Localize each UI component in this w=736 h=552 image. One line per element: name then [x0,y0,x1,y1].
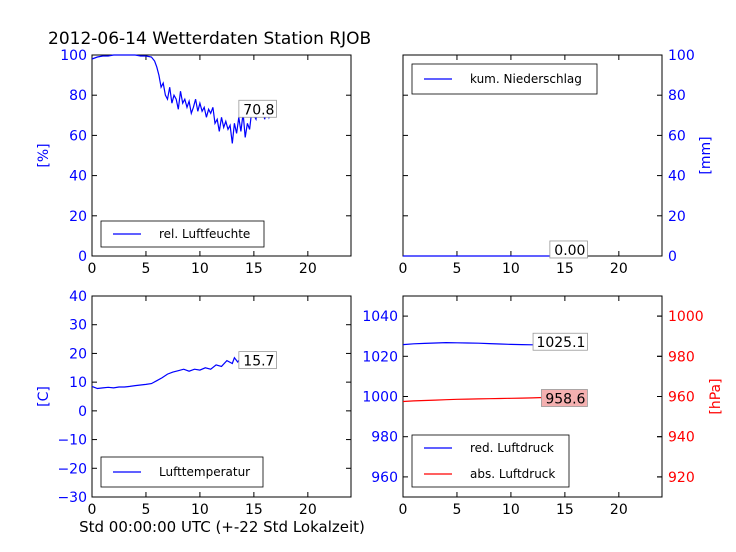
panel-temperature: 0 5 10 15 20 −30 −20 −10 0 10 20 30 40 [C] 15.7 Lufttem… [36,289,352,518]
x-tick-label: 20 [299,502,317,518]
x-tick-label: 10 [502,261,520,277]
y-right-tick-label: 980 [668,349,695,365]
y-tick-label: 980 [371,430,398,446]
plot-frame [91,54,352,257]
x-tick-label: 5 [141,502,150,518]
y-tick-label: 20 [69,209,87,225]
x-tick-label: 10 [191,502,209,518]
y-tick-label: 0 [78,404,87,420]
last-value-label: 1025.1 [536,335,585,351]
y-axis-label: [C] [36,386,52,407]
x-tick-label: 15 [556,261,574,277]
x-tick-label: 0 [88,261,97,277]
legend-label: rel. Luftfeuchte [159,227,250,241]
panel-humidity: 0 5 10 15 20 0 20 40 60 80 100 [%] 70.8 rel. Luftfeuc… [36,48,352,277]
y-right-tick-label: 1000 [668,309,704,325]
y-tick-label: 1020 [362,349,398,365]
x-tick-label: 15 [245,261,263,277]
y-tick-label: 100 [60,48,87,64]
y-right-axis-label: [hPa] [708,378,724,414]
y-tick-label: 100 [668,48,695,64]
y-tick-label: 30 [69,318,87,334]
figure-title: 2012-06-14 Wetterdaten Station RJOB [48,29,371,49]
x-tick-label: 10 [502,502,520,518]
series-line-rel-luftfeuchte [91,54,276,144]
plot-frame [91,295,352,498]
last-value-box [541,389,588,407]
legend-box [411,434,570,488]
y-tick-label: 1040 [362,309,398,325]
x-tick-label: 20 [610,502,628,518]
last-value-label: 958.6 [545,392,585,408]
y-tick-label: 80 [668,88,686,104]
legend-label: abs. Luftdruck [470,467,555,481]
y-tick-label: −30 [57,490,87,506]
y-tick-label: 10 [69,375,87,391]
y-tick-label: −10 [57,433,87,449]
y-tick-label: 1000 [362,390,398,406]
panel-precipitation: 0 5 10 15 20 0 20 40 60 80 100 [mm] 0.00 kum. Nieders… [399,48,714,277]
y-right-tick-label: 960 [668,390,695,406]
y-tick-label: 20 [69,346,87,362]
x-tick-label: 10 [191,261,209,277]
last-value-label: 15.7 [243,354,274,370]
x-tick-label: 20 [610,261,628,277]
x-axis-label: Std 00:00:00 UTC (+-22 Std Lokalzeit) [79,518,365,536]
y-tick-label: 40 [69,289,87,305]
x-tick-label: 5 [141,261,150,277]
legend-label: Lufttemperatur [159,465,250,479]
last-value-label: 70.8 [243,102,274,118]
y-tick-label: 80 [69,88,87,104]
y-right-tick-label: 940 [668,430,695,446]
y-tick-label: 0 [78,249,87,265]
last-value-box [532,332,588,351]
x-tick-label: 0 [88,502,97,518]
x-tick-label: 5 [452,261,461,277]
y-axis-label: [%] [36,143,52,167]
y-axis-label: [mm] [698,136,714,174]
y-tick-label: 40 [69,169,87,185]
x-tick-label: 20 [299,261,317,277]
panel-pressure: 0 5 10 15 20 960 980 1000 1020 1040 920 940 960 980 10… [362,295,724,518]
y-tick-label: 60 [668,128,686,144]
last-value-box [238,99,277,118]
y-tick-label: 960 [371,470,398,486]
x-tick-label: 15 [245,502,263,518]
last-value-box [238,351,277,370]
y-tick-label: 60 [69,128,87,144]
x-tick-label: 0 [399,502,408,518]
y-right-tick-label: 920 [668,470,695,486]
legend-label: kum. Niederschlag [470,72,582,86]
y-tick-label: −20 [57,461,87,477]
x-tick-label: 5 [452,502,461,518]
last-value-box [549,240,588,259]
y-tick-label: 40 [668,169,686,185]
x-tick-label: 15 [556,502,574,518]
y-tick-label: 0 [668,249,677,265]
legend-label: red. Luftdruck [470,441,554,455]
y-tick-label: 20 [668,209,686,225]
last-value-label: 0.00 [554,243,585,259]
x-tick-label: 0 [399,261,408,277]
